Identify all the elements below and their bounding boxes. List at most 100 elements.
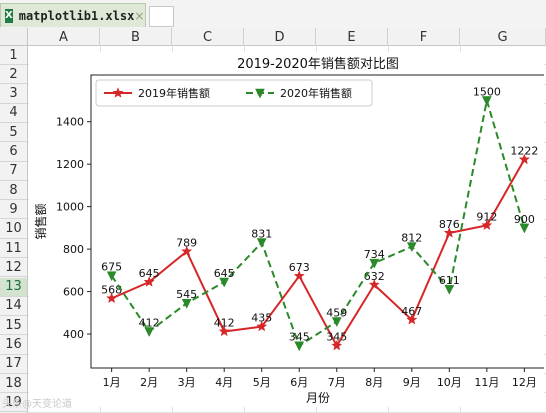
y-tick-label: 600 [63,286,84,299]
column-header-f[interactable]: F [388,28,460,46]
row-header-5[interactable]: 5 [0,123,27,143]
data-point [369,258,380,269]
column-header-g[interactable]: G [460,28,546,46]
row-header-18[interactable]: 18 [0,374,27,394]
data-point [106,271,117,282]
row-header-13[interactable]: 13 [0,277,27,297]
x-tick-label: 2月 [140,376,158,389]
data-label: 900 [514,213,535,226]
data-label: 734 [364,248,385,261]
row-header-15[interactable]: 15 [0,316,27,336]
data-label: 876 [439,218,460,231]
data-label: 412 [214,316,235,329]
data-point [256,320,268,332]
close-icon[interactable]: × [134,8,145,23]
row-header-11[interactable]: 11 [0,239,27,258]
data-label: 435 [251,312,272,325]
file-tab[interactable]: X matplotlib1.xlsx × [0,3,146,27]
select-all-corner[interactable] [0,28,28,46]
data-label: 675 [101,261,122,274]
data-point [218,325,230,337]
x-axis-label: 月份 [306,391,330,405]
data-label: 789 [176,236,197,249]
new-tab-button[interactable] [149,6,174,27]
x-tick-label: 9月 [403,376,421,389]
data-point [368,278,380,290]
row-header-12[interactable]: 12 [0,258,27,278]
row-header-7[interactable]: 7 [0,162,27,181]
data-point [143,276,155,287]
data-point [181,298,192,309]
data-label: 345 [326,331,347,344]
row-header-6[interactable]: 6 [0,143,27,162]
x-tick-label: 6月 [290,376,308,389]
data-point [481,219,493,231]
data-point [294,341,305,352]
excel-file-icon: X [5,8,13,23]
chart-container[interactable]: 2019-2020年销售额对比图 400 600 800 1000 1200 1400 1月 2… [29,52,544,407]
row-header-2[interactable]: 2 [0,65,27,85]
column-header-c[interactable]: C [172,28,244,46]
data-label: 673 [289,261,310,274]
y-tick-label: 1400 [56,116,84,129]
data-label: 831 [251,228,272,241]
row-header-bar: 1 2 3 4 5 6 7 8 9 10 11 12 13 14 15 16 17 18 19 [0,46,28,413]
row-header-14[interactable]: 14 [0,297,27,316]
row-header-16[interactable]: 16 [0,336,27,355]
row-header-19[interactable]: 19 [0,393,27,413]
data-point [444,284,455,295]
data-label: 568 [101,283,122,296]
data-point [331,317,342,328]
data-label: 545 [176,288,197,301]
chart-title: 2019-2020年销售额对比图 [237,56,399,72]
y-tick-label: 1200 [56,158,84,171]
data-label: 1222 [510,145,538,158]
y-tick-label: 800 [63,243,84,256]
data-label: 611 [439,274,460,287]
data-point [219,277,230,288]
row-header-9[interactable]: 9 [0,200,27,220]
x-tick-label: 12月 [512,376,537,389]
data-point [406,242,417,253]
x-tick-label: 10月 [437,376,462,389]
line-chart: 2019-2020年销售额对比图 400 600 800 1000 1200 1400 1月 2… [33,56,544,405]
data-label: 412 [139,316,160,329]
x-tick-label: 7月 [328,376,346,389]
x-tick-label: 11月 [474,376,499,389]
x-tick-label: 3月 [178,376,196,389]
column-header-d[interactable]: D [244,28,316,46]
data-point [106,292,118,304]
data-point [519,223,530,234]
data-point [331,339,343,351]
legend-entry-1: 2020年销售额 [280,86,352,100]
row-header-1[interactable]: 1 [0,46,27,65]
data-label: 1500 [473,85,501,98]
x-tick-label: 5月 [253,376,271,389]
data-point [443,227,455,238]
data-label: 467 [401,305,422,318]
legend-box [95,79,373,107]
row-header-10[interactable]: 10 [0,220,27,239]
row-header-4[interactable]: 4 [0,104,27,123]
x-tick-label: 8月 [365,376,383,389]
y-tick-label: 400 [63,328,84,341]
column-header-a[interactable]: A [28,28,100,46]
legend-entry-0: 2019年销售额 [138,86,210,100]
row-header-8[interactable]: 8 [0,181,27,201]
legend-marker-0 [112,87,124,98]
file-tab-label: matplotlib1.xlsx [18,8,135,23]
data-point [406,313,418,325]
watermark-text: 头条@天变论道 [2,399,72,410]
x-tick-label: 1月 [103,376,121,389]
column-header-b[interactable]: B [100,28,172,46]
row-header-17[interactable]: 17 [0,355,27,374]
column-header-e[interactable]: E [316,28,388,46]
row-header-3[interactable]: 3 [0,85,27,104]
x-tick-label: 4月 [215,376,233,389]
y-axis-label: 销售额 [33,203,48,239]
tab-bar: X matplotlib1.xlsx × [0,0,546,28]
grid-line [28,411,546,413]
legend-marker-1 [255,88,265,99]
data-point [181,245,193,257]
data-label: 645 [214,267,235,280]
